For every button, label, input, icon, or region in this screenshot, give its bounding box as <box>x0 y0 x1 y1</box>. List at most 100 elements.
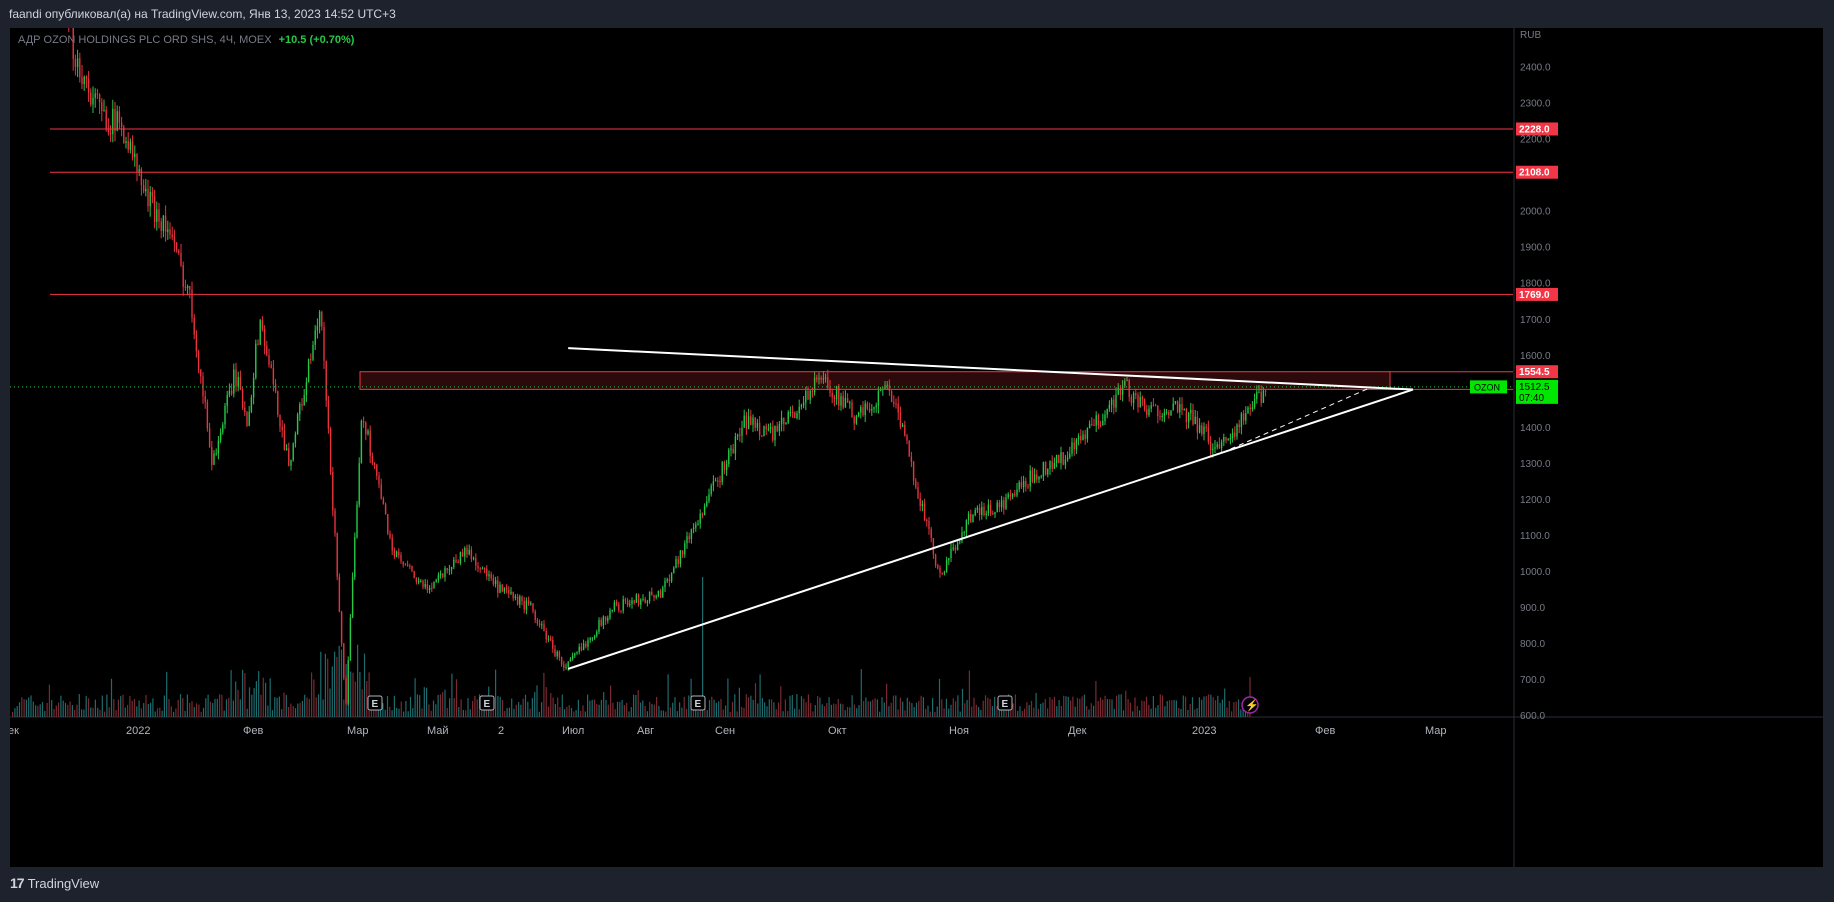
volume-bar <box>506 708 508 717</box>
volume-bar <box>1159 694 1161 717</box>
candle-body <box>932 538 935 555</box>
volume-bar <box>504 710 506 717</box>
volume-bar <box>138 700 140 717</box>
current-price-badge-bg <box>1516 379 1558 404</box>
y-tick-label: 1100.0 <box>1520 531 1550 542</box>
candle-body <box>296 414 299 434</box>
volume-bar <box>715 702 717 717</box>
volume-bar <box>616 701 619 717</box>
candle-body <box>1207 427 1210 442</box>
volume-bar <box>1079 698 1081 717</box>
candle-body <box>972 515 974 523</box>
volume-bar <box>430 710 432 717</box>
candle-body <box>1256 392 1258 400</box>
volume-bar <box>389 706 391 717</box>
volume-bar <box>552 697 554 717</box>
volume-bar <box>202 707 205 717</box>
candle-body <box>637 594 640 605</box>
candle-body <box>1201 425 1203 435</box>
candle-body <box>505 587 508 590</box>
volume-bar <box>748 697 750 717</box>
volume-bar <box>361 689 363 717</box>
candle-body <box>1005 497 1007 509</box>
level-label-1769: 1769.0 <box>1519 290 1550 301</box>
volume-bar <box>69 701 71 717</box>
candle-body <box>1161 415 1163 417</box>
candle-body <box>1143 399 1146 410</box>
volume-bar <box>520 704 522 717</box>
candle-body <box>899 412 902 427</box>
volume-bar <box>196 703 198 717</box>
volume-bar <box>216 698 218 717</box>
candle-body <box>497 580 499 593</box>
candle-body <box>732 448 734 454</box>
volume-bar <box>391 710 393 717</box>
candle-body <box>974 510 976 516</box>
volume-bar <box>1086 705 1088 717</box>
y-tick-label: 1800.0 <box>1520 279 1551 290</box>
candle-body <box>1099 425 1102 427</box>
volume-bar <box>978 707 980 717</box>
volume-bar <box>658 705 660 717</box>
volume-bar <box>853 704 855 717</box>
volume-bar <box>814 705 816 717</box>
candle-body <box>332 472 334 511</box>
volume-bar <box>849 707 851 717</box>
candle-body <box>807 390 809 400</box>
candle-body <box>446 568 448 571</box>
volume-bar <box>1065 696 1067 717</box>
level-label-zone-top: 1554.5 <box>1519 367 1550 378</box>
y-tick-label: 1900.0 <box>1520 243 1551 254</box>
volume-bar <box>665 711 667 717</box>
y-tick-label: 2000.0 <box>1520 207 1551 218</box>
candle-body <box>1108 404 1111 409</box>
volume-bar <box>232 700 234 717</box>
candle-body <box>186 286 189 288</box>
volume-bar <box>1187 710 1189 717</box>
candle-body <box>107 128 110 133</box>
tradingview-brand[interactable]: 17 TradingView <box>10 875 99 891</box>
volume-bar <box>71 704 73 717</box>
candle-body <box>868 408 871 411</box>
volume-bar <box>1164 706 1166 717</box>
candle-body <box>149 191 151 207</box>
volume-bar <box>1136 706 1138 717</box>
candle-body <box>301 403 303 406</box>
volume-bar <box>888 706 890 717</box>
candle-body <box>761 435 763 437</box>
candle-body <box>527 600 530 605</box>
candle-body <box>406 564 409 566</box>
volume-bar <box>881 697 883 717</box>
volume-bar <box>209 701 211 717</box>
volume-bar <box>957 695 959 717</box>
candle-body <box>937 565 939 568</box>
volume-bar <box>1010 708 1012 717</box>
candle-body <box>105 110 107 129</box>
candle-body <box>939 567 941 573</box>
candle-body <box>1174 401 1177 404</box>
candles-layer <box>68 28 1267 706</box>
price-chart[interactable]: RUB2400.02300.02200.02100.02000.01900.01… <box>10 28 1823 867</box>
volume-bar <box>545 687 547 717</box>
volume-bar <box>437 694 439 717</box>
candle-body <box>1223 437 1225 442</box>
volume-bar <box>566 706 568 717</box>
volume-bar <box>324 653 326 717</box>
candle-body <box>802 402 805 406</box>
chart-frame[interactable]: АДР OZON HOLDINGS PLC ORD SHS, 4Ч, MOEX … <box>10 28 1823 867</box>
candle-body <box>1062 452 1064 465</box>
volume-bar <box>30 695 32 717</box>
candle-body <box>901 424 904 427</box>
candle-body <box>842 396 844 408</box>
candle-body <box>930 528 932 539</box>
candle-body <box>747 416 750 429</box>
volume-bar <box>53 709 55 717</box>
candle-body <box>290 460 292 466</box>
volume-bar <box>223 710 225 717</box>
candle-body <box>252 377 255 398</box>
volume-bar <box>1231 711 1233 717</box>
volume-bar <box>1090 703 1092 717</box>
candle-body <box>666 579 668 581</box>
volume-bar <box>18 702 21 717</box>
volume-bar <box>1012 703 1014 717</box>
